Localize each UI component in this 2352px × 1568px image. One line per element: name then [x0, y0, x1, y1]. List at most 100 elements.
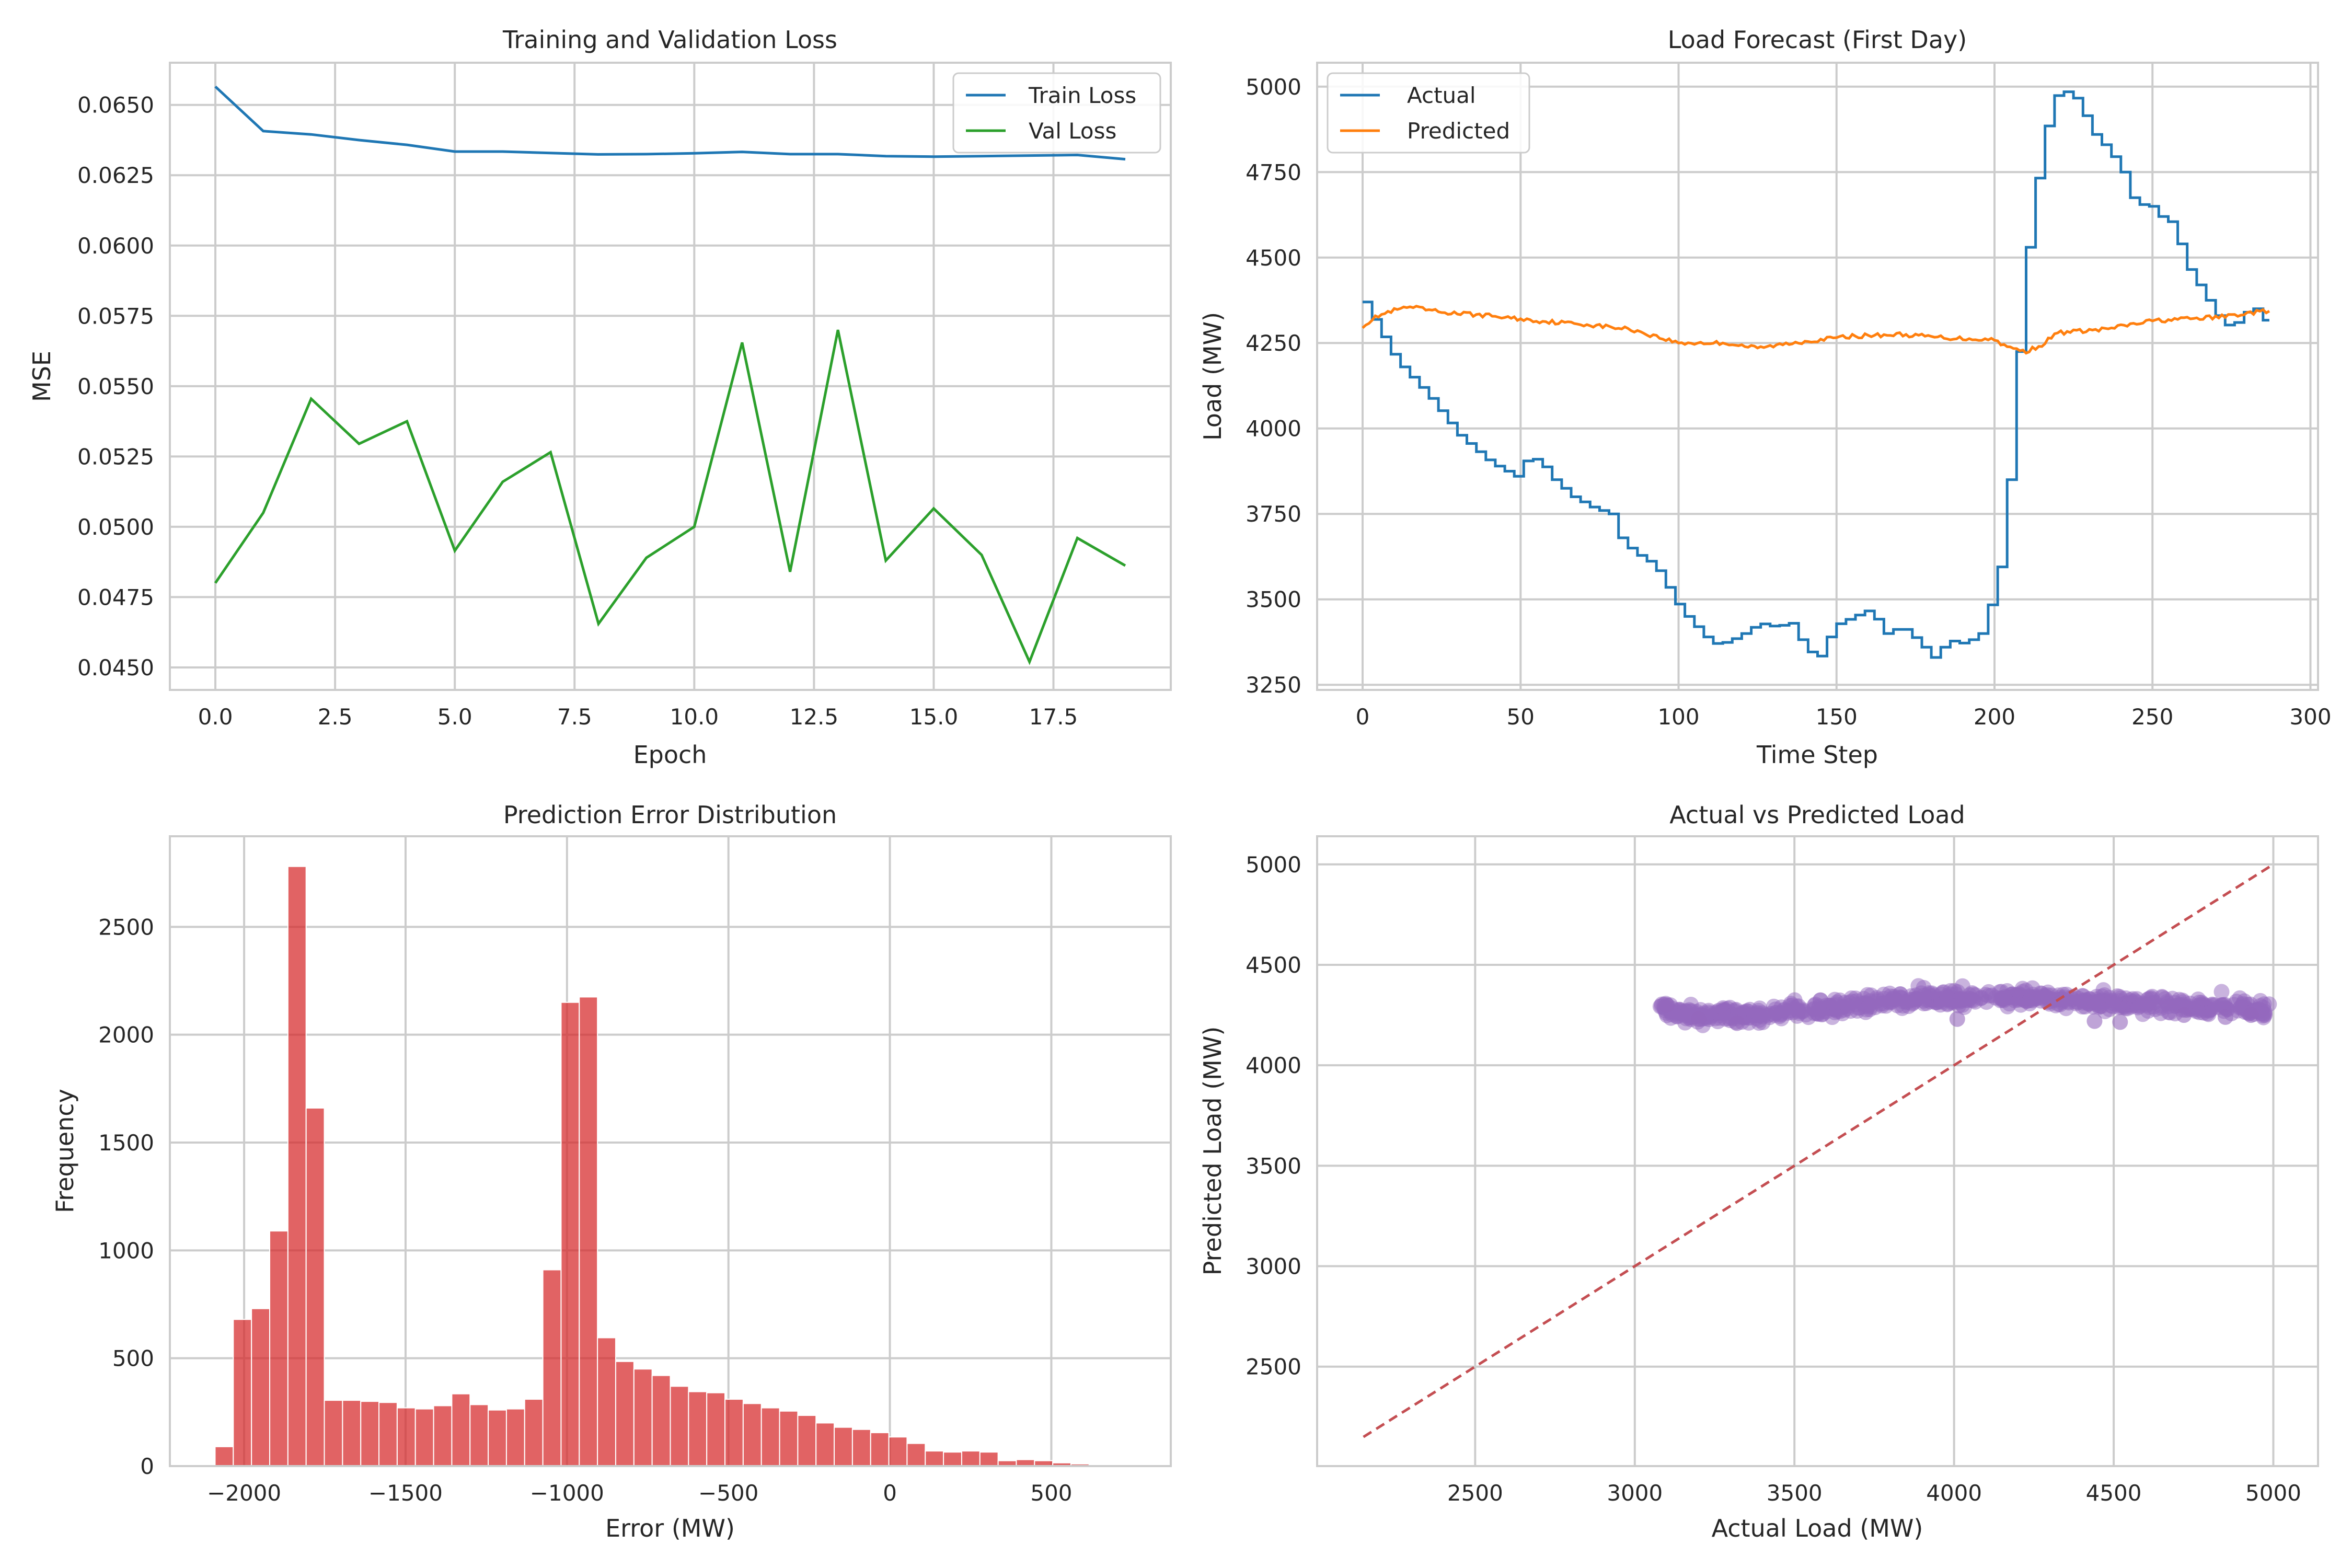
chart-title: Load Forecast (First Day): [1668, 26, 1967, 54]
histogram-bar: [742, 1403, 762, 1467]
x-tick-label: 10.0: [670, 704, 719, 730]
y-axis-label: Load (MW): [1198, 312, 1227, 441]
x-axis-label: Error (MW): [605, 1514, 735, 1542]
scatter-point: [2013, 990, 2030, 1006]
histogram-bar: [305, 1107, 325, 1467]
histogram-bar: [851, 1428, 871, 1467]
histogram-bar: [888, 1436, 908, 1467]
legend: Actual Predicted: [1327, 72, 1530, 154]
scatter-point: [2114, 999, 2130, 1016]
loss-panel: 0.0 2.5 5.0 7.5 10.0 12.5 15.0 17.5 0.0450 0.0475…: [28, 26, 1172, 769]
histogram-bar: [651, 1375, 671, 1467]
y-tick-label: 1000: [98, 1238, 154, 1263]
scatter-point: [1916, 987, 1932, 1004]
y-tick-label: 3750: [1246, 501, 1301, 527]
x-tick-label: 200: [1974, 704, 2015, 730]
histogram-bar: [251, 1308, 271, 1467]
scatter-point: [2050, 996, 2066, 1012]
histogram-bar: [870, 1432, 890, 1467]
x-tick-label: 250: [2131, 704, 2173, 730]
histogram-bar: [433, 1405, 453, 1467]
y-tick-label: 0.0575: [77, 303, 154, 329]
plot-frame: [169, 62, 1172, 691]
y-tick-label: 3500: [1246, 587, 1301, 613]
scatter-point: [2195, 1005, 2211, 1021]
scatter-point: [2086, 1013, 2103, 1029]
histogram-bar: [615, 1361, 635, 1467]
chart-title: Training and Validation Loss: [502, 26, 837, 54]
x-tick-label: 4000: [1926, 1480, 1982, 1506]
histogram-bar: [688, 1391, 708, 1467]
ideal-fit-line: [1363, 865, 2271, 1438]
scatter-point: [2088, 991, 2104, 1007]
histogram-bar: [670, 1386, 689, 1467]
histogram-bar: [342, 1400, 362, 1467]
y-axis-label: Frequency: [51, 1089, 79, 1213]
scatter-point: [1658, 997, 1675, 1013]
scatter-point: [1934, 985, 1951, 1000]
y-tick-label: 4500: [1246, 952, 1301, 978]
histogram-bar: [633, 1368, 653, 1467]
x-tick-label: 100: [1657, 704, 1699, 730]
y-tick-label: 4000: [1246, 1053, 1301, 1078]
histogram-bar: [797, 1415, 817, 1467]
scatter-point: [2159, 996, 2175, 1012]
y-tick-label: 5000: [1246, 852, 1301, 878]
x-tick-label: 15.0: [909, 704, 959, 730]
scatter-point: [1899, 995, 1915, 1010]
histogram-bar: [233, 1319, 252, 1467]
scatter-point: [1951, 994, 1967, 1010]
x-tick-label: 0.0: [198, 704, 233, 730]
scatter-point: [1886, 988, 1902, 1005]
legend: Train Loss Val Loss: [952, 72, 1161, 154]
y-tick-label: 5000: [1246, 74, 1301, 100]
x-tick-label: 150: [1816, 704, 1858, 730]
plot-frame: [1316, 62, 2319, 691]
scatter-point: [1973, 989, 1989, 1006]
y-tick-label: 0.0475: [77, 584, 154, 610]
histogram-bar: [979, 1451, 999, 1467]
histogram-bar: [287, 866, 307, 1467]
histogram-bar: [269, 1230, 289, 1467]
y-tick-label: 2000: [98, 1022, 154, 1048]
plot-frame: [1316, 835, 2319, 1467]
scatter-point: [2176, 1007, 2192, 1023]
y-tick-label: 3000: [1246, 1254, 1301, 1279]
legend-val-label: Val Loss: [1029, 118, 1116, 144]
legend-train-label: Train Loss: [1028, 83, 1136, 108]
y-tick-label: 0.0450: [77, 655, 154, 681]
y-tick-label: 0.0550: [77, 374, 154, 399]
histogram-bar: [815, 1422, 835, 1467]
histogram-bar: [943, 1451, 962, 1467]
x-tick-label: −500: [698, 1480, 758, 1506]
histogram-bar: [906, 1443, 926, 1467]
y-tick-label: 4750: [1246, 159, 1301, 185]
y-tick-label: 0.0600: [77, 233, 154, 259]
val-loss-line: [214, 329, 1126, 665]
y-tick-label: 0.0500: [77, 514, 154, 540]
y-tick-label: 0.0525: [77, 444, 154, 469]
scatter-point: [1715, 1000, 1731, 1016]
x-tick-label: −2000: [207, 1480, 281, 1506]
histogram-bar: [560, 1001, 580, 1467]
histogram-bar: [324, 1400, 343, 1467]
scatter-point: [1805, 1001, 1821, 1017]
x-tick-label: 7.5: [557, 704, 592, 730]
x-tick-label: 2500: [1447, 1480, 1503, 1506]
legend-actual-label: Actual: [1407, 83, 1476, 108]
histogram-bar: [214, 1446, 234, 1467]
histogram-bar: [469, 1404, 489, 1467]
y-tick-label: 4000: [1246, 416, 1301, 442]
histogram-bar: [779, 1410, 799, 1467]
chart-title: Actual vs Predicted Load: [1669, 801, 1965, 829]
histogram-bar: [724, 1399, 744, 1467]
scatter-point: [1875, 996, 1891, 1012]
histogram-bar: [542, 1269, 562, 1467]
x-tick-label: 50: [1507, 704, 1535, 730]
x-tick-label: 5.0: [437, 704, 472, 730]
x-tick-label: −1000: [530, 1480, 604, 1506]
y-tick-label: 4500: [1246, 245, 1301, 271]
predicted-load-line: [1362, 305, 2270, 355]
histogram-bar: [834, 1426, 853, 1467]
